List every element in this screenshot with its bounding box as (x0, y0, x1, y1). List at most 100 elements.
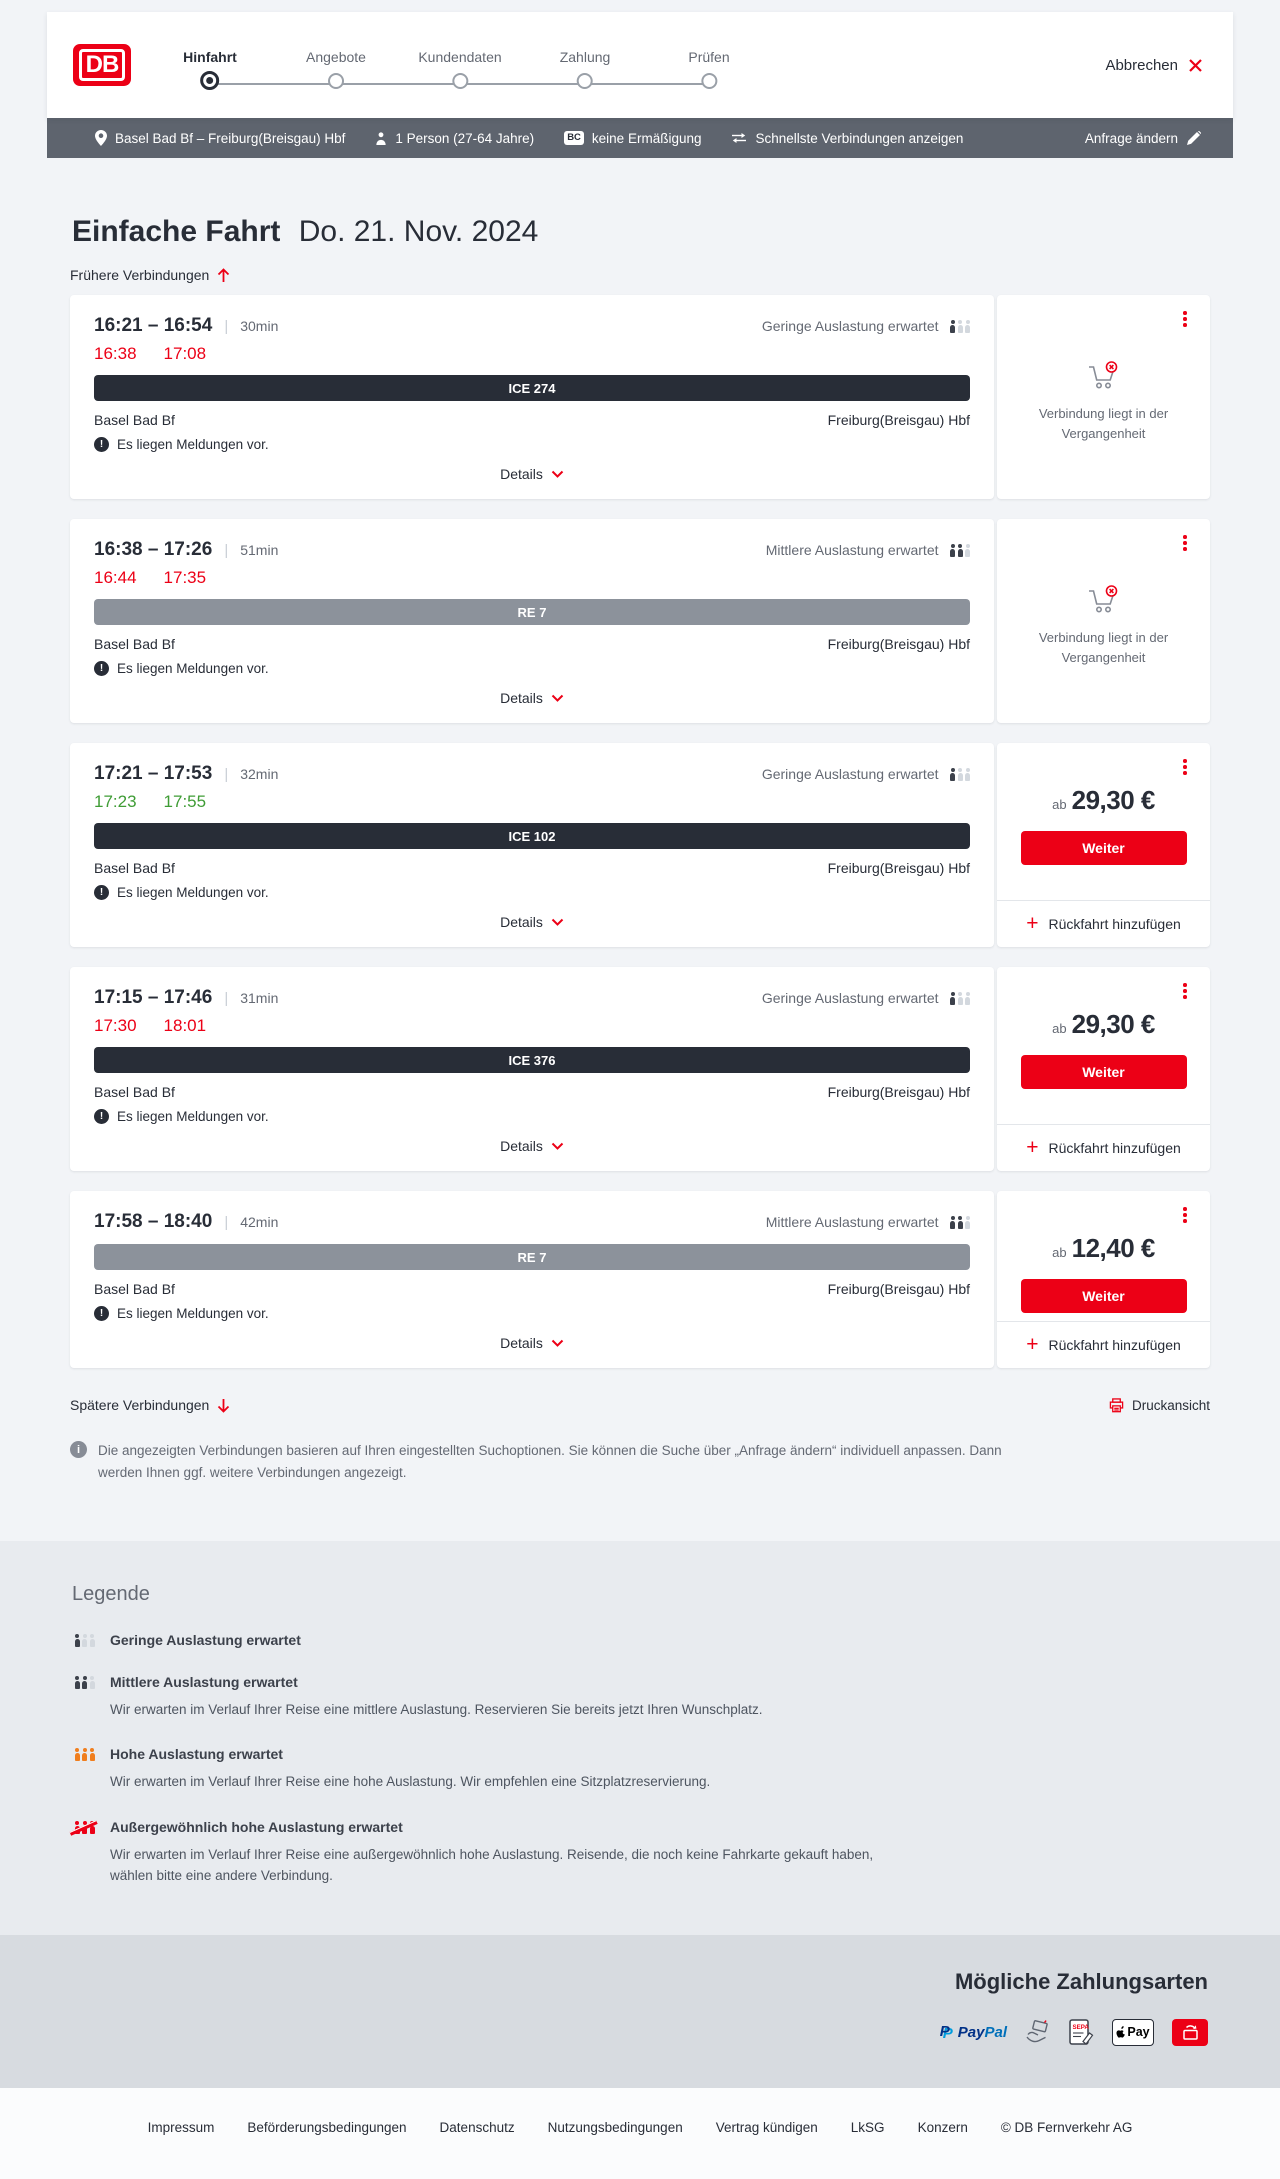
details-button[interactable]: Details (490, 1129, 574, 1163)
location-pin-icon (95, 130, 107, 146)
stepper-step-label: Prüfen (688, 49, 730, 65)
passenger-label: 1 Person (27-64 Jahre) (395, 130, 535, 146)
stepper-step-dot (577, 73, 593, 89)
fastest-connections-label: Schnellste Verbindungen anzeigen (755, 130, 964, 146)
route-summary: Basel Bad Bf – Freiburg(Breisgau) Hbf (95, 130, 345, 146)
times-divider: | (224, 541, 229, 559)
connection-details-area: 16:21 – 16:54 | 30min Geringe Auslastung… (70, 295, 994, 499)
connection-list: 16:21 – 16:54 | 30min Geringe Auslastung… (70, 295, 1210, 1368)
legend-items: Geringe Auslastung erwartet Mittlere Aus… (72, 1632, 1210, 1887)
discount-summary: BC keine Ermäßigung (564, 131, 701, 146)
svg-text:SEPA: SEPA (1073, 2024, 1090, 2031)
page: DB Hinfahrt Angebote Kundendaten Zahlung… (0, 0, 1280, 158)
occupancy-indicator: Geringe Auslastung erwartet (762, 990, 970, 1006)
earlier-connections-label: Frühere Verbindungen (70, 267, 210, 283)
details-label: Details (500, 1138, 543, 1154)
origin-station: Basel Bad Bf (94, 860, 175, 876)
more-options-button[interactable] (1172, 753, 1198, 781)
origin-station: Basel Bad Bf (94, 636, 175, 652)
edit-search-button[interactable]: Anfrage ändern (1079, 130, 1207, 147)
cart-unavailable-icon (1088, 585, 1117, 613)
occupancy-label: Geringe Auslastung erwartet (761, 990, 939, 1006)
occupancy-indicator: Geringe Auslastung erwartet (762, 318, 970, 334)
print-view-link[interactable]: Druckansicht (1109, 1398, 1210, 1413)
later-connections-link[interactable]: Spätere Verbindungen (70, 1397, 230, 1413)
notice-row: ! Es liegen Meldungen vor. (94, 1306, 970, 1321)
more-options-button[interactable] (1172, 1201, 1198, 1229)
notice-row: ! Es liegen Meldungen vor. (94, 1109, 970, 1124)
footer-links: Impressum Beförderungsbedingungen Datensch… (0, 2120, 1280, 2135)
stepper-step-dot (701, 73, 717, 89)
realtime-times: 16:44 17:35 (94, 568, 970, 588)
destination-station: Freiburg(Breisgau) Hbf (827, 636, 970, 652)
realtime-arrival: 17:35 (163, 568, 207, 587)
search-options-note: i Die angezeigten Verbindungen basieren … (70, 1440, 1210, 1485)
search-options-note-text: Die angezeigten Verbindungen basieren au… (98, 1443, 1002, 1481)
legend-section: Legende Geringe Auslastung erwartet Mitt… (0, 1540, 1280, 1935)
arrow-down-icon (218, 1398, 230, 1413)
duration: 32min (240, 766, 279, 782)
legend-title: Legende (72, 1582, 150, 1605)
credit-card-hand-icon (1026, 2019, 1048, 2043)
details-button[interactable]: Details (490, 1326, 574, 1360)
add-return-button[interactable]: + Rückfahrt hinzufügen (997, 1321, 1210, 1368)
time-range: 17:21 – 17:53 (94, 763, 213, 784)
footer-link[interactable]: Beförderungsbedingungen (247, 2119, 407, 2135)
footer-link[interactable]: Nutzungsbedingungen (547, 2119, 683, 2135)
stepper-step-label: Zahlung (559, 49, 611, 65)
warning-icon: ! (94, 1306, 109, 1321)
fastest-connections-link[interactable]: Schnellste Verbindungen anzeigen (731, 131, 963, 146)
stepper-step-dot (200, 71, 220, 90)
details-button[interactable]: Details (490, 457, 574, 491)
footer-link[interactable]: Vertrag kündigen (715, 2119, 818, 2135)
add-return-button[interactable]: + Rückfahrt hinzufügen (997, 900, 1210, 947)
times-divider: | (224, 1213, 229, 1231)
realtime-departure: 17:23 (94, 792, 137, 811)
occupancy-label: Geringe Auslastung erwartet (761, 318, 939, 334)
realtime-times: 17:23 17:55 (94, 792, 970, 812)
transfer-arrows-icon (732, 133, 747, 143)
connection-side-panel: ab 29,30 € Weiter + Rückfahrt hinzufügen (997, 743, 1210, 947)
past-connection-message: Verbindung liegt in der Vergangenheit (1038, 630, 1169, 665)
connection-details-area: 17:58 – 18:40 | 42min Mittlere Auslastun… (70, 1191, 994, 1368)
warning-icon: ! (94, 885, 109, 900)
details-button[interactable]: Details (490, 905, 574, 939)
warning-icon: ! (94, 1109, 109, 1124)
legend-item-label: Hohe Auslastung erwartet (110, 1746, 283, 1763)
continue-button[interactable]: Weiter (1020, 1279, 1187, 1313)
footer-link[interactable]: LkSG (850, 2119, 885, 2135)
continue-button[interactable]: Weiter (1020, 831, 1187, 865)
times-divider: | (224, 765, 229, 783)
close-icon (1189, 59, 1202, 72)
add-return-button[interactable]: + Rückfahrt hinzufügen (997, 1124, 1210, 1171)
earlier-connections-link[interactable]: Frühere Verbindungen (70, 267, 230, 283)
more-options-button[interactable] (1172, 529, 1198, 557)
price-value: 12,40 € (1071, 1233, 1156, 1263)
footer-link[interactable]: Datenschutz (439, 2119, 515, 2135)
occupancy-indicator: Mittlere Auslastung erwartet (766, 1214, 970, 1230)
connection-side-panel: ab 29,30 € Weiter + Rückfahrt hinzufügen (997, 967, 1210, 1171)
time-range: 17:15 – 17:46 (94, 987, 213, 1008)
sepa-direct-debit-icon: SEPA (1069, 2019, 1094, 2045)
connection-card: 16:38 – 17:26 | 51min Mittlere Auslastun… (70, 519, 1210, 723)
details-label: Details (500, 466, 543, 482)
legend-item-description: Wir erwarten im Verlauf Ihrer Reise eine… (110, 1701, 763, 1717)
occupancy-indicator: Geringe Auslastung erwartet (762, 766, 970, 782)
continue-button[interactable]: Weiter (1020, 1055, 1187, 1089)
stepper-step-label: Hinfahrt (183, 49, 237, 65)
notice-row: ! Es liegen Meldungen vor. (94, 661, 970, 676)
more-options-button[interactable] (1172, 305, 1198, 333)
details-button[interactable]: Details (490, 681, 574, 715)
plus-icon: + (1026, 1135, 1039, 1159)
footer-link[interactable]: Konzern (917, 2119, 968, 2135)
db-logo[interactable]: DB (73, 44, 131, 86)
price: ab 29,30 € (1052, 1009, 1155, 1040)
cancel-button[interactable]: Abbrechen (1099, 56, 1209, 75)
footer-link[interactable]: Impressum (147, 2119, 215, 2135)
person-icon (376, 131, 387, 145)
details-label: Details (500, 690, 543, 706)
more-options-button[interactable] (1172, 977, 1198, 1005)
warning-icon: ! (94, 661, 109, 676)
